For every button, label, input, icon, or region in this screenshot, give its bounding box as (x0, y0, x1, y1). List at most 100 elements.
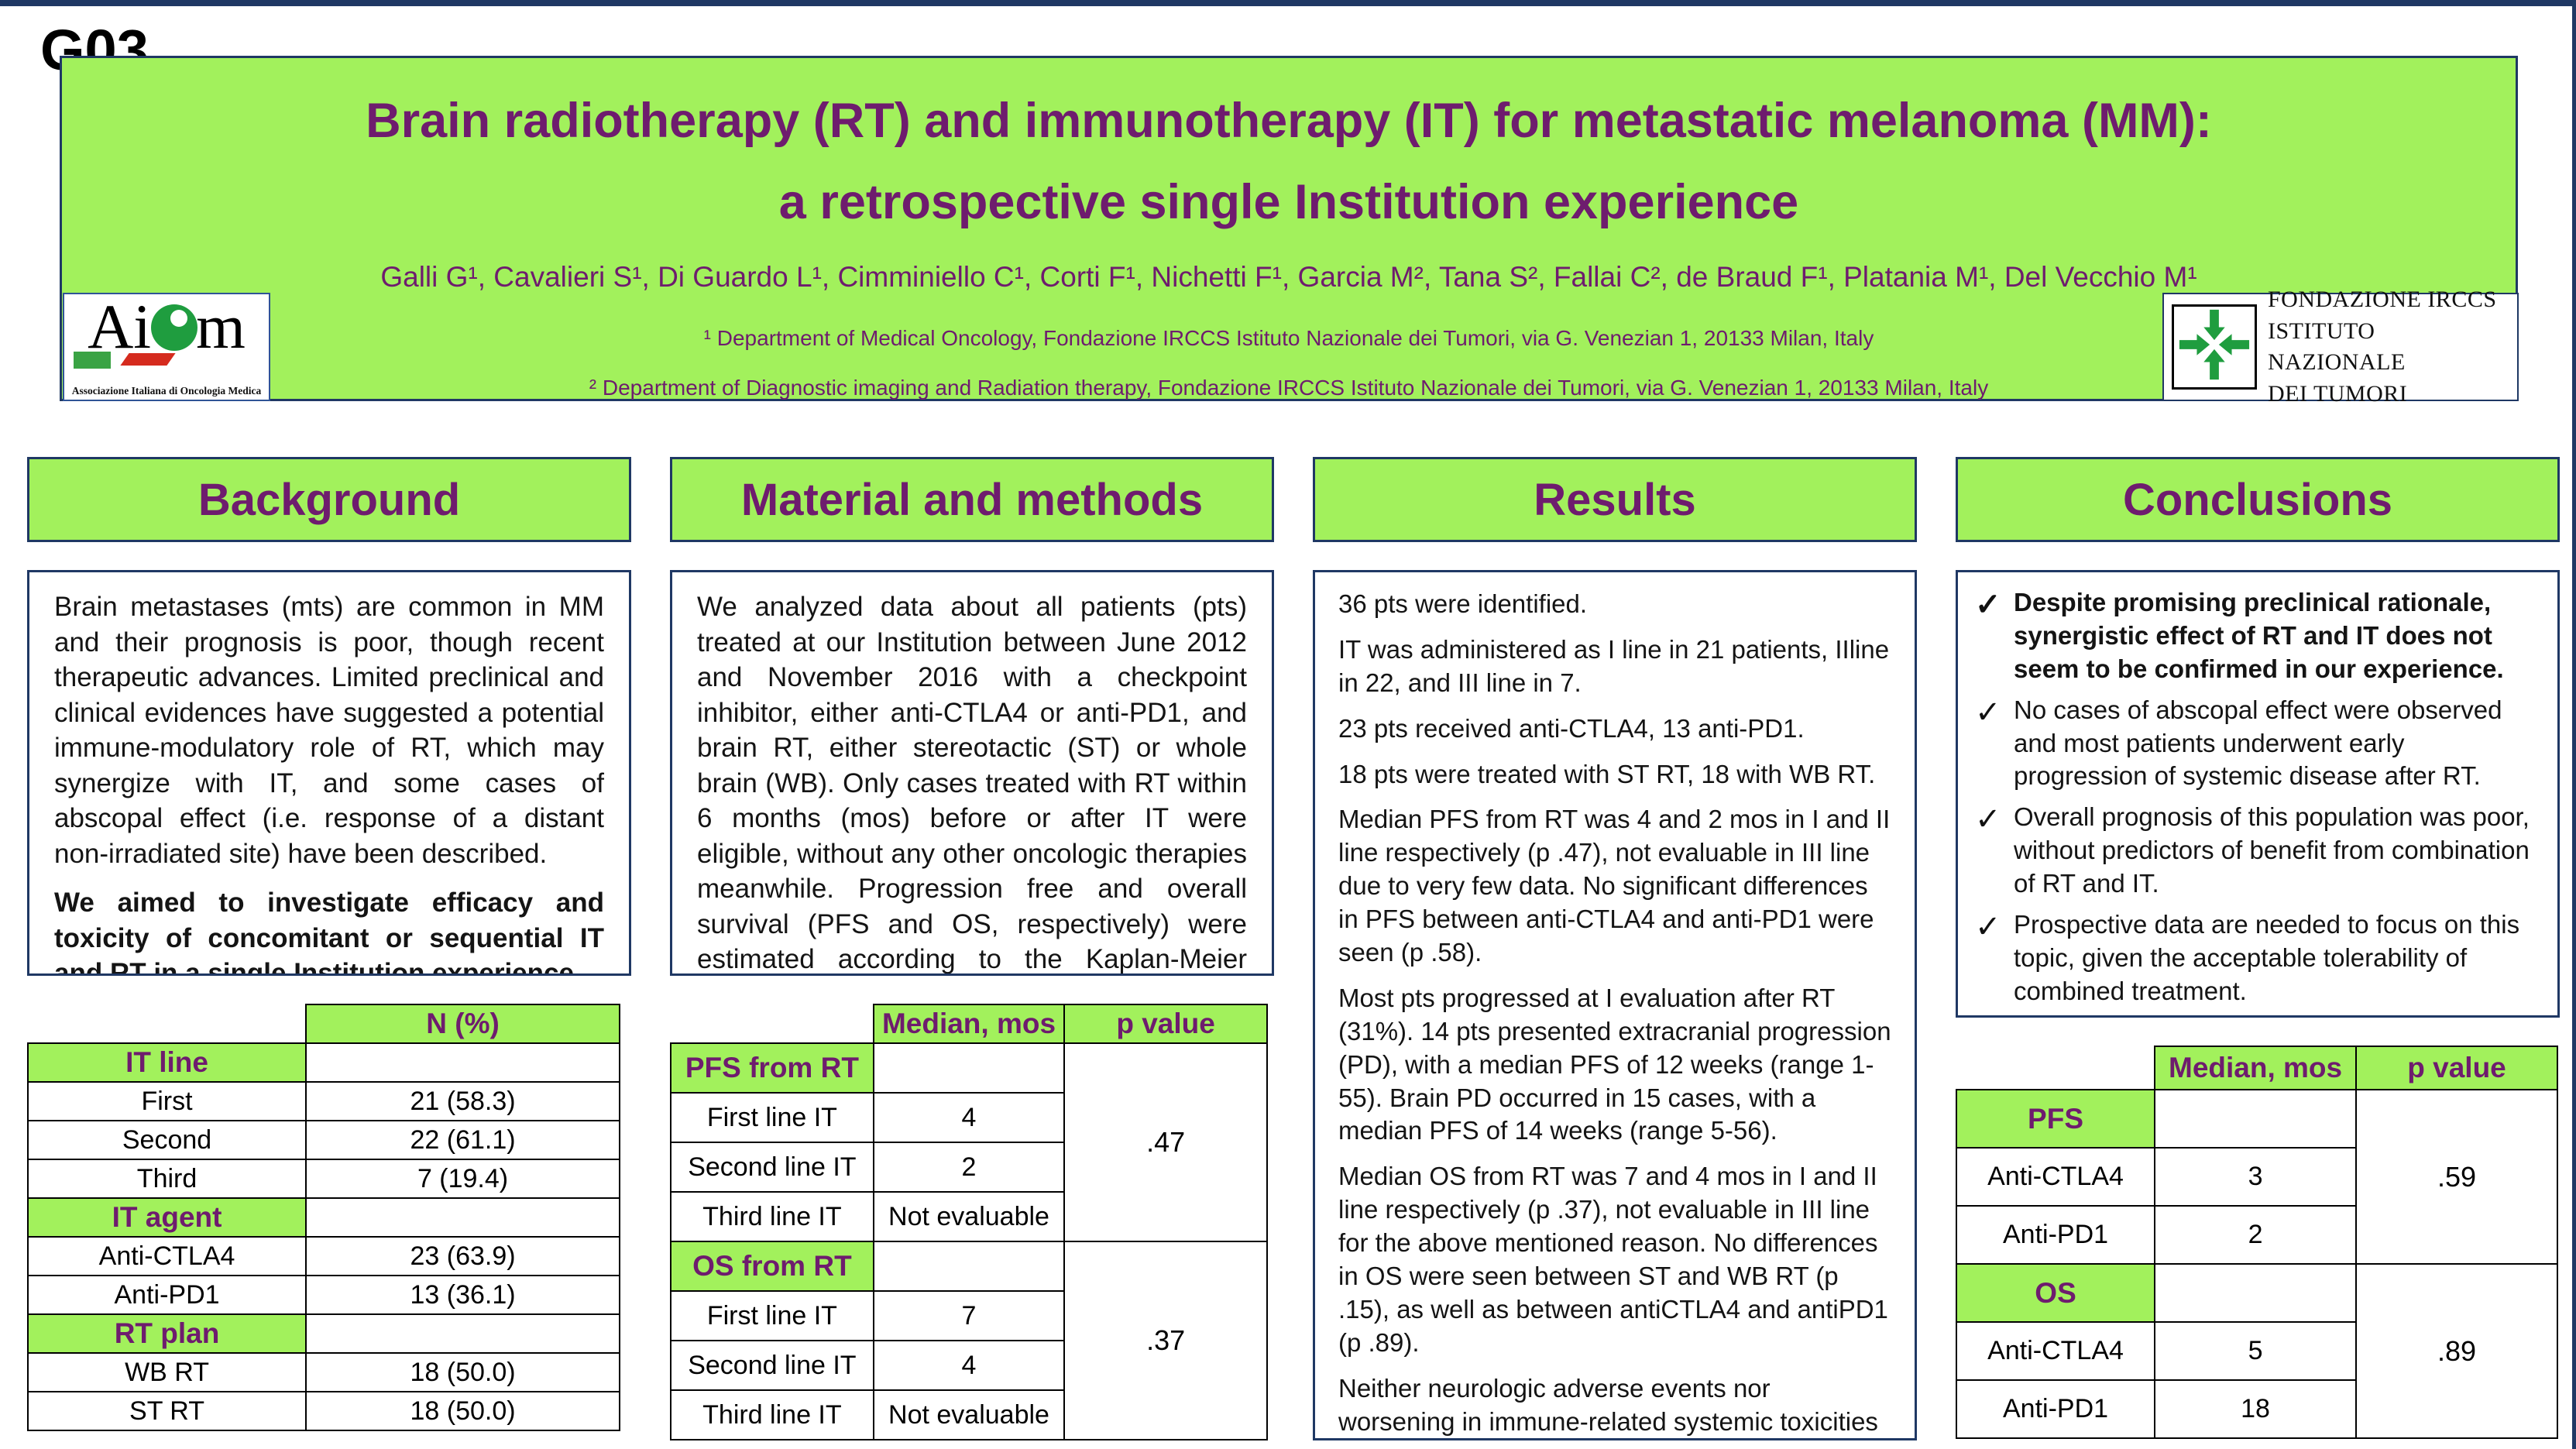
row-third-value: 7 (19.4) (305, 1159, 620, 1199)
row-pfs-median (2154, 1089, 2358, 1149)
os-ctla4-median: 5 (2154, 1321, 2358, 1381)
results-paragraph-6: Most pts progressed at I evaluation afte… (1338, 983, 1891, 1145)
os-first-line-label: First line IT (670, 1290, 874, 1341)
row-it-line-value (305, 1042, 620, 1083)
pvalue-header: p value (1063, 1004, 1268, 1044)
row-os-from-rt: OS from RT (670, 1241, 874, 1292)
os-ctla4-label: Anti-CTLA4 (1955, 1321, 2156, 1381)
os-second-line-label: Second line IT (670, 1340, 874, 1391)
row-second-value: 22 (61.1) (305, 1120, 620, 1160)
survival-by-line-table: Median, mos p value PFS from RT .47 Firs… (670, 1004, 1268, 1440)
results-paragraph-1: 36 pts were identified. (1338, 589, 1588, 618)
results-paragraph-7: Median OS from RT was 7 and 4 mos in I a… (1338, 1162, 1888, 1357)
aiom-logotype: Ai m (64, 294, 269, 359)
section-header-results: Results (1313, 457, 1917, 542)
section-header-conclusions: Conclusions (1956, 457, 2560, 542)
background-paragraph-1: Brain metastases (mts) are common in MM … (54, 592, 604, 869)
pfs-second-line-label: Second line IT (670, 1142, 874, 1193)
aiom-logotype-end: m (196, 293, 246, 362)
aiom-logo: Ai m Associazione Italiana di Oncologia M… (63, 293, 270, 401)
row-ctla4-value: 23 (63.9) (305, 1236, 620, 1276)
conclusion-item-2: No cases of abscopal effect were observe… (1975, 692, 2537, 794)
section-header-background: Background (27, 457, 631, 542)
table-corner-cell (1956, 1046, 2155, 1090)
row-first-value: 21 (58.3) (305, 1081, 620, 1121)
aiom-green-circle-icon (151, 304, 198, 351)
poster-title-line1: Brain radiotherapy (RT) and immunotherap… (366, 94, 2212, 148)
poster-header: Brain radiotherapy (RT) and immunotherap… (60, 56, 2519, 407)
section-header-methods: Material and methods (670, 457, 1274, 542)
row-it-agent-value (305, 1197, 620, 1238)
conclusion-item-4: Prospective data are needed to focus on … (1975, 907, 2537, 1008)
int-logo-line2: ISTITUTO NAZIONALE (2268, 318, 2406, 376)
os-first-line-median: 7 (872, 1290, 1066, 1341)
pvalue-header: p value (2355, 1046, 2558, 1090)
os-third-line-median: Not evaluable (872, 1389, 1066, 1440)
pfs-pd1-label: Anti-PD1 (1955, 1205, 2156, 1265)
row-rt-plan: RT plan (26, 1313, 307, 1354)
row-pfs-from-rt-median (872, 1042, 1066, 1094)
methods-text-box: We analyzed data about all patients (pts… (670, 570, 1274, 976)
table-corner-cell (28, 1004, 306, 1043)
row-pfs: PFS (1955, 1089, 2156, 1149)
pfs-agent-pvalue: .59 (2355, 1089, 2558, 1265)
row-second-label: Second (26, 1120, 307, 1160)
patients-table: N (%) IT line First 21 (58.3) Second 22 (6… (26, 1004, 620, 1431)
pfs-pvalue: .47 (1063, 1042, 1268, 1242)
results-paragraph-5: Median PFS from RT was 4 and 2 mos in I … (1338, 805, 1891, 967)
row-rt-plan-value (305, 1313, 620, 1354)
os-pvalue: .37 (1063, 1241, 1268, 1440)
affiliation-1: ¹ Department of Medical Oncology, Fondaz… (703, 326, 1874, 350)
poster-title-line2: a retrospective single Institution exper… (778, 175, 1799, 229)
row-wbrt-label: WB RT (26, 1352, 307, 1392)
row-os: OS (1955, 1263, 2156, 1323)
os-second-line-median: 4 (872, 1340, 1066, 1391)
conclusion-item-3: Overall prognosis of this population was… (1975, 799, 2537, 901)
background-paragraph-2: We aimed to investigate efficacy and tox… (54, 888, 604, 976)
row-pd1-value: 13 (36.1) (305, 1275, 620, 1315)
os-third-line-label: Third line IT (670, 1389, 874, 1440)
affiliation-2: ² Department of Diagnostic imaging and R… (589, 376, 1989, 400)
row-strt-value: 18 (50.0) (305, 1391, 620, 1431)
pfs-first-line-label: First line IT (670, 1092, 874, 1143)
int-logo: FONDAZIONE IRCCS ISTITUTO NAZIONALE DEI … (2162, 287, 2519, 407)
pfs-ctla4-label: Anti-CTLA4 (1955, 1147, 2156, 1207)
pfs-second-line-median: 2 (872, 1142, 1066, 1193)
int-cross-arrows-icon (2172, 304, 2257, 390)
flag-green-shape (74, 352, 111, 369)
int-logo-text: FONDAZIONE IRCCS ISTITUTO NAZIONALE DEI … (2268, 284, 2517, 410)
row-pd1-label: Anti-PD1 (26, 1275, 307, 1315)
row-third-label: Third (26, 1159, 307, 1199)
results-paragraph-4: 18 pts were treated with ST RT, 18 with … (1338, 759, 1876, 788)
aiom-logo-flag-swoosh (74, 350, 190, 369)
results-paragraph-2: IT was administered as I line in 21 pati… (1338, 634, 1890, 697)
median-header: Median, mos (2154, 1046, 2358, 1090)
results-paragraph-3: 23 pts received anti-CTLA4, 13 anti-PD1. (1338, 713, 1805, 743)
pfs-third-line-label: Third line IT (670, 1191, 874, 1242)
results-paragraph-8: Neither neurologic adverse events nor wo… (1338, 1373, 1878, 1436)
conclusions-list: Despite promising preclinical rationale,… (1975, 585, 2537, 1008)
int-logo-line1: FONDAZIONE IRCCS (2268, 287, 2497, 312)
conclusion-item-1: Despite promising preclinical rationale,… (1975, 585, 2537, 686)
os-pd1-median: 18 (2154, 1379, 2358, 1439)
int-logo-line3: DEI TUMORI (2268, 380, 2408, 407)
conclusions-text-box: Despite promising preclinical rationale,… (1956, 570, 2560, 1018)
patients-table-header-n: N (%) (305, 1004, 620, 1044)
os-agent-pvalue: .89 (2355, 1263, 2558, 1439)
background-text-box: Brain metastases (mts) are common in MM … (27, 570, 631, 976)
pfs-third-line-median: Not evaluable (872, 1191, 1066, 1242)
row-it-agent: IT agent (26, 1197, 307, 1238)
row-first-label: First (26, 1081, 307, 1121)
authors-line: Galli G¹, Cavalieri S¹, Di Guardo L¹, Ci… (380, 261, 2197, 293)
row-strt-label: ST RT (26, 1391, 307, 1431)
os-pd1-label: Anti-PD1 (1955, 1379, 2156, 1439)
pfs-ctla4-median: 3 (2154, 1147, 2358, 1207)
results-text-box: 36 pts were identified. IT was administe… (1313, 570, 1917, 1440)
survival-by-agent-table: Median, mos p value PFS .59 Anti-CTLA4 3 … (1955, 1046, 2558, 1439)
row-pfs-from-rt: PFS from RT (670, 1042, 874, 1094)
aiom-caption: Associazione Italiana di Oncologia Medic… (71, 385, 262, 397)
row-it-line: IT line (26, 1042, 307, 1083)
row-os-median (2154, 1263, 2358, 1323)
methods-paragraph-1: We analyzed data about all patients (pts… (697, 592, 1247, 974)
